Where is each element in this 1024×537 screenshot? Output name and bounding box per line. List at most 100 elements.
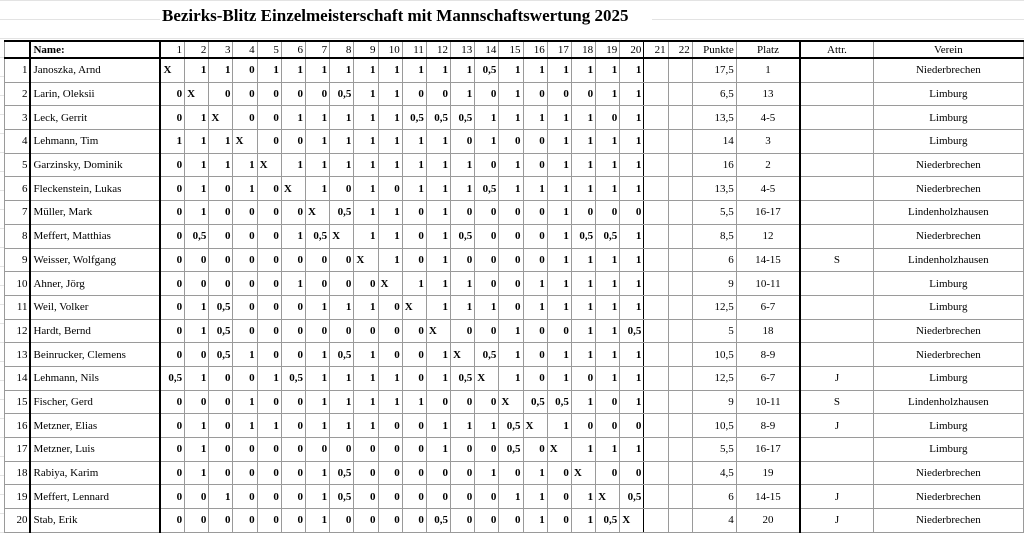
result-cell[interactable]: 0 — [498, 247, 524, 273]
result-cell[interactable]: 0 — [256, 508, 282, 533]
header-round-11[interactable]: 11 — [401, 40, 427, 59]
result-cell[interactable]: 1 — [329, 152, 355, 178]
punkte-cell[interactable]: 4,5 — [691, 460, 737, 486]
result-cell[interactable] — [667, 460, 693, 486]
attr-cell[interactable]: J — [799, 365, 874, 391]
result-cell[interactable]: 1 — [304, 105, 331, 131]
header-round-5[interactable]: 5 — [256, 40, 282, 59]
result-cell[interactable]: 0,5 — [304, 223, 331, 249]
result-cell[interactable]: 1 — [570, 389, 597, 415]
result-cell[interactable]: 1 — [595, 365, 621, 391]
player-name[interactable]: Hardt, Bernd — [29, 318, 162, 344]
result-cell[interactable]: 1 — [570, 247, 597, 273]
header-round-16[interactable]: 16 — [522, 40, 548, 59]
result-cell[interactable]: 1 — [570, 342, 597, 367]
result-cell[interactable]: 0 — [450, 247, 476, 273]
row-number[interactable]: 12 — [4, 318, 31, 344]
result-cell[interactable]: 1 — [401, 57, 427, 83]
result-cell[interactable]: 0 — [522, 81, 548, 107]
result-cell[interactable]: 0 — [184, 247, 210, 273]
result-cell[interactable]: 0 — [280, 247, 307, 273]
result-cell[interactable]: 1 — [304, 365, 331, 391]
verein-cell[interactable]: Niederbrechen — [872, 152, 1024, 178]
verein-cell[interactable]: Limburg — [872, 437, 1024, 462]
result-cell[interactable]: 1 — [304, 294, 331, 320]
row-number[interactable]: 2 — [4, 81, 31, 107]
result-cell[interactable]: X — [522, 413, 548, 438]
result-cell[interactable]: 0 — [256, 318, 282, 344]
result-cell[interactable]: 0 — [425, 460, 452, 486]
result-cell[interactable]: 1 — [353, 176, 379, 202]
header-round-14[interactable]: 14 — [474, 40, 500, 59]
result-cell[interactable]: 1 — [184, 365, 210, 391]
result-cell[interactable]: 0 — [329, 247, 355, 273]
result-cell[interactable]: 0 — [546, 460, 572, 486]
row-number[interactable]: 20 — [4, 508, 31, 533]
header-punkte[interactable]: Punkte — [691, 40, 737, 59]
result-cell[interactable]: 1 — [522, 105, 548, 131]
result-cell[interactable]: 1 — [619, 365, 645, 391]
result-cell[interactable]: 0 — [546, 508, 572, 533]
attr-cell[interactable] — [799, 294, 874, 320]
result-cell[interactable] — [667, 223, 693, 249]
result-cell[interactable]: 1 — [401, 152, 427, 178]
result-cell[interactable]: 0 — [474, 223, 500, 249]
result-cell[interactable]: 1 — [329, 365, 355, 391]
header-round-9[interactable]: 9 — [353, 40, 379, 59]
result-cell[interactable]: 0 — [208, 508, 234, 533]
result-cell[interactable] — [667, 57, 693, 83]
result-cell[interactable]: 1 — [450, 152, 476, 178]
result-cell[interactable]: 0 — [353, 460, 379, 486]
attr-cell[interactable]: S — [799, 389, 874, 415]
result-cell[interactable]: 1 — [570, 105, 597, 131]
player-name[interactable]: Weisser, Wolfgang — [29, 247, 162, 273]
result-cell[interactable]: 0 — [522, 223, 548, 249]
result-cell[interactable]: 0,5 — [498, 413, 524, 438]
result-cell[interactable]: 0 — [522, 152, 548, 178]
result-cell[interactable]: 0 — [159, 318, 186, 344]
result-cell[interactable]: 1 — [425, 342, 452, 367]
result-cell[interactable]: 0 — [474, 437, 500, 462]
result-cell[interactable] — [667, 365, 693, 391]
result-cell[interactable]: 1 — [619, 105, 645, 131]
result-cell[interactable]: 0 — [377, 484, 403, 510]
result-cell[interactable]: 1 — [425, 57, 452, 83]
verein-cell[interactable]: Niederbrechen — [872, 318, 1024, 344]
result-cell[interactable] — [643, 271, 669, 296]
row-number[interactable]: 11 — [4, 294, 31, 320]
header-round-8[interactable]: 8 — [329, 40, 355, 59]
result-cell[interactable]: 1 — [232, 152, 258, 178]
header-round-10[interactable]: 10 — [377, 40, 403, 59]
result-cell[interactable]: 0 — [450, 389, 476, 415]
attr-cell[interactable]: S — [799, 247, 874, 273]
result-cell[interactable]: 0 — [329, 437, 355, 462]
result-cell[interactable]: 1 — [184, 460, 210, 486]
result-cell[interactable]: 1 — [353, 223, 379, 249]
result-cell[interactable]: 1 — [425, 200, 452, 225]
result-cell[interactable]: 0 — [159, 271, 186, 296]
result-cell[interactable]: 0,5 — [619, 318, 645, 344]
result-cell[interactable]: 0 — [232, 294, 258, 320]
result-cell[interactable]: 0,5 — [546, 389, 572, 415]
result-cell[interactable] — [667, 152, 693, 178]
result-cell[interactable]: 0 — [256, 223, 282, 249]
header-attr[interactable]: Attr. — [799, 40, 874, 59]
row-number[interactable]: 8 — [4, 223, 31, 249]
result-cell[interactable]: 0 — [401, 318, 427, 344]
result-cell[interactable]: 1 — [570, 57, 597, 83]
result-cell[interactable]: 1 — [619, 437, 645, 462]
row-number[interactable]: 18 — [4, 460, 31, 486]
result-cell[interactable]: 0 — [280, 294, 307, 320]
result-cell[interactable]: 0 — [595, 200, 621, 225]
result-cell[interactable]: 1 — [450, 81, 476, 107]
result-cell[interactable]: 1 — [280, 271, 307, 296]
result-cell[interactable]: 1 — [522, 176, 548, 202]
header-round-19[interactable]: 19 — [595, 40, 621, 59]
result-cell[interactable] — [643, 105, 669, 131]
result-cell[interactable]: 1 — [546, 152, 572, 178]
result-cell[interactable]: 0 — [208, 81, 234, 107]
result-cell[interactable]: X — [595, 484, 621, 510]
result-cell[interactable]: 1 — [329, 129, 355, 154]
player-name[interactable]: Leck, Gerrit — [29, 105, 162, 131]
punkte-cell[interactable]: 16 — [691, 152, 737, 178]
